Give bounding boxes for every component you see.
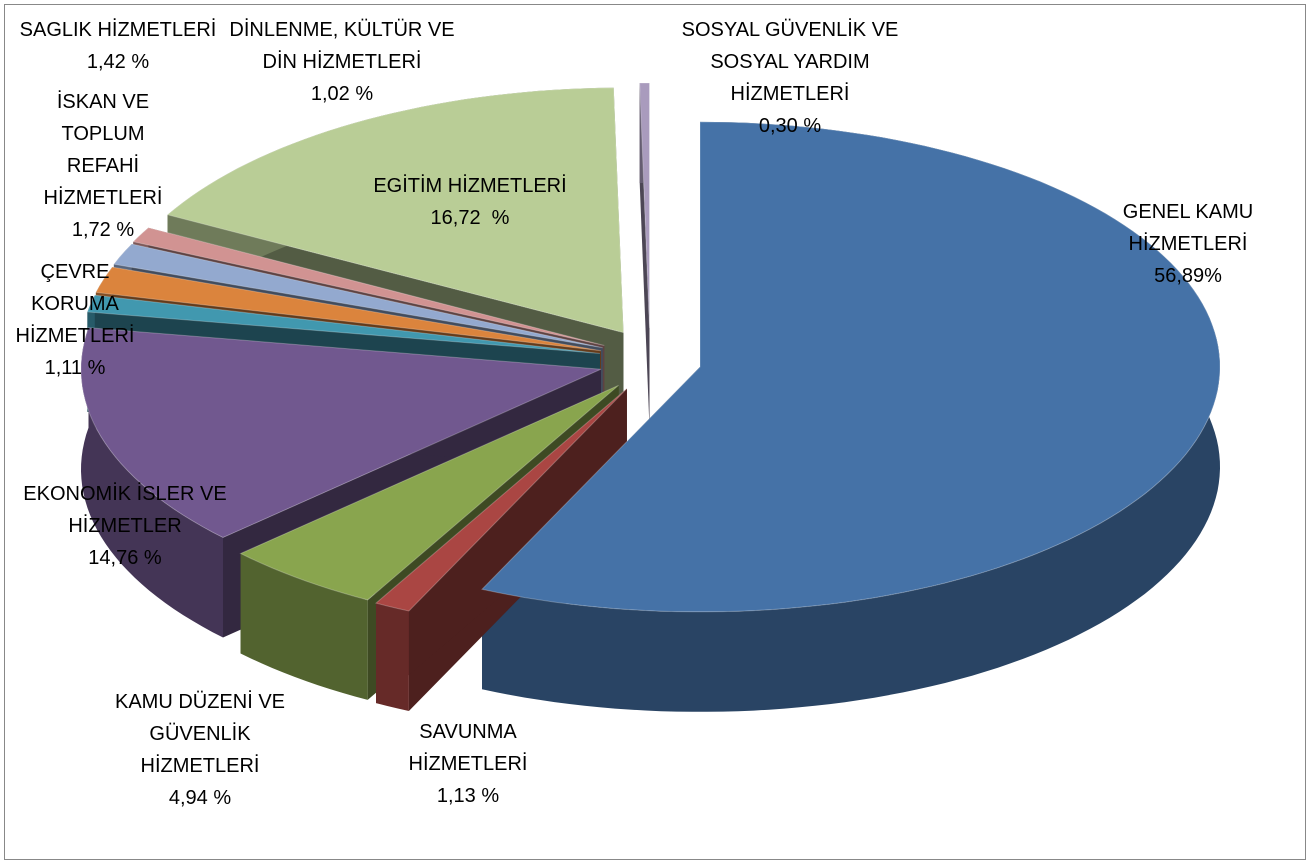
data-label: SAGLIK HİZMETLERİ 1,42 % <box>3 14 233 78</box>
label-name: EKONOMİK İSLER VE HİZMETLER <box>23 483 233 537</box>
label-value: 0,30 % <box>758 115 822 137</box>
data-label: EGİTİM HİZMETLERİ 16,72 % <box>350 170 590 234</box>
data-label: KAMU DÜZENİ VE GÜVENLİK HİZMETLERİ 4,94 % <box>95 686 305 814</box>
label-name: KAMU DÜZENİ VE GÜVENLİK HİZMETLERİ <box>114 691 291 777</box>
slice <box>86 294 600 354</box>
slice-wall <box>376 388 627 704</box>
slice-side <box>376 603 409 711</box>
slice <box>80 327 602 539</box>
data-label: DİNLENME, KÜLTÜR VE DİN HİZMETLERİ 1,02 % <box>227 14 457 110</box>
data-label: SAVUNMA HİZMETLERİ 1,13 % <box>393 716 543 812</box>
data-label: İSKAN VE TOPLUM REFAHİ HİZMETLERİ 1,72 % <box>43 86 163 246</box>
label-name: İSKAN VE TOPLUM REFAHİ HİZMETLERİ <box>43 91 163 209</box>
label-value: 1,42 % <box>86 51 150 73</box>
label-value: 56,89% <box>1154 265 1222 287</box>
slice <box>481 121 1221 613</box>
slice <box>166 87 625 334</box>
slice <box>112 243 603 349</box>
slice <box>239 384 620 601</box>
label-value: 1,72 % <box>71 219 135 241</box>
label-value: 1,13 % <box>436 785 500 807</box>
label-value: 14,76 % <box>88 547 162 569</box>
label-value: 1,11 % <box>44 357 106 379</box>
chart-frame <box>4 4 1306 860</box>
label-name: EGİTİM HİZMETLERİ <box>373 175 567 197</box>
label-name: SAVUNMA HİZMETLERİ <box>408 721 528 775</box>
slice <box>639 82 650 329</box>
slice-side <box>240 553 368 700</box>
label-name: DİNLENME, KÜLTÜR VE DİN HİZMETLERİ <box>229 19 461 73</box>
label-value: 16,72 % <box>430 207 510 229</box>
data-label: SOSYAL GÜVENLİK VE SOSYAL YARDIM HİZMETL… <box>660 14 920 142</box>
label-name: SOSYAL GÜVENLİK VE SOSYAL YARDIM HİZMETL… <box>681 19 904 105</box>
slice <box>132 227 605 346</box>
tops <box>80 82 1221 613</box>
data-label: EKONOMİK İSLER VE HİZMETLER 14,76 % <box>10 478 240 574</box>
label-value: 4,94 % <box>168 787 232 809</box>
slice <box>374 388 628 612</box>
label-value: 1,02 % <box>310 83 374 105</box>
label-name: GENEL KAMU HİZMETLERİ <box>1122 201 1259 255</box>
data-label: GENEL KAMU HİZMETLERİ 56,89% <box>1103 196 1273 292</box>
label-name: SAGLIK HİZMETLERİ <box>19 19 217 41</box>
label-name: ÇEVRE KORUMA HİZMETLERİ <box>15 261 135 347</box>
slice <box>95 266 602 352</box>
data-label: ÇEVRE KORUMA HİZMETLERİ 1,11 % <box>5 256 145 384</box>
slice-side <box>81 327 223 638</box>
